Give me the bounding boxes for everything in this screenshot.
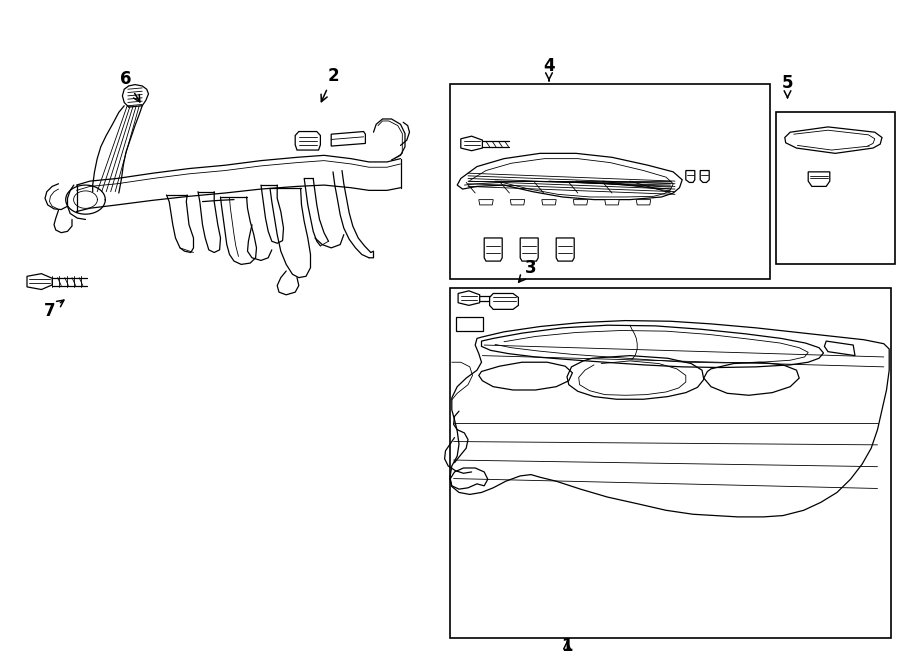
Text: 3: 3 <box>518 258 536 282</box>
Text: 2: 2 <box>321 67 338 102</box>
Polygon shape <box>686 171 695 182</box>
Polygon shape <box>520 238 538 261</box>
Polygon shape <box>808 172 830 186</box>
Polygon shape <box>556 238 574 261</box>
Polygon shape <box>331 132 365 146</box>
Polygon shape <box>490 293 518 309</box>
Polygon shape <box>484 238 502 261</box>
Polygon shape <box>295 132 320 150</box>
Polygon shape <box>700 171 709 182</box>
Bar <box>450 288 891 638</box>
Bar <box>450 84 770 279</box>
Polygon shape <box>461 136 482 151</box>
Polygon shape <box>458 291 480 305</box>
Text: 4: 4 <box>544 57 554 81</box>
Polygon shape <box>636 200 651 205</box>
Polygon shape <box>479 200 493 205</box>
Text: 6: 6 <box>121 70 140 102</box>
Text: 1: 1 <box>562 637 572 656</box>
Bar <box>776 112 895 264</box>
Polygon shape <box>27 274 52 290</box>
Text: 5: 5 <box>782 73 793 98</box>
Polygon shape <box>605 200 619 205</box>
Polygon shape <box>456 317 483 330</box>
Text: 7: 7 <box>44 300 64 320</box>
Polygon shape <box>573 200 588 205</box>
Polygon shape <box>542 200 556 205</box>
Polygon shape <box>510 200 525 205</box>
